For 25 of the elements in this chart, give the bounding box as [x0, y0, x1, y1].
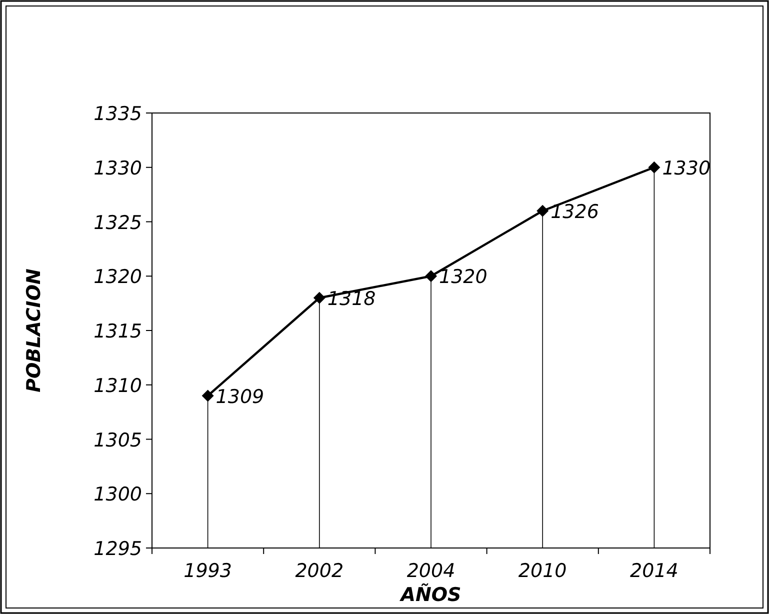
- y-tick-label: 1330: [94, 157, 142, 180]
- point: [202, 390, 214, 402]
- data-label: 1309: [216, 386, 264, 408]
- y-tick-label: 1325: [94, 212, 142, 234]
- y-tick-label: 1335: [94, 103, 142, 125]
- y-tick-label: 1295: [94, 538, 142, 560]
- point: [313, 292, 326, 304]
- y-tick-label: 1310: [94, 374, 142, 397]
- y-axis-title: POBLACION: [23, 268, 45, 392]
- y-tick-label: 1320: [94, 266, 142, 288]
- point: [648, 161, 660, 174]
- x-axis-title: AÑOS: [398, 583, 462, 606]
- data-label: 1326: [550, 200, 599, 223]
- x-tick-label: 2014: [630, 560, 678, 582]
- y-tick-label: 1305: [94, 429, 142, 452]
- data-label: 1320: [439, 266, 488, 288]
- x-tick-label: 1993: [184, 560, 232, 582]
- y-tick-label: 1315: [94, 320, 142, 342]
- y-tick-label: 1300: [94, 484, 142, 506]
- point: [536, 204, 549, 217]
- point: [425, 270, 437, 282]
- x-tick-label: 2002: [295, 560, 344, 582]
- x-tick-label: 2004: [406, 560, 456, 582]
- data-label: 1330: [662, 157, 711, 180]
- x-tick-label: 2010: [518, 560, 567, 582]
